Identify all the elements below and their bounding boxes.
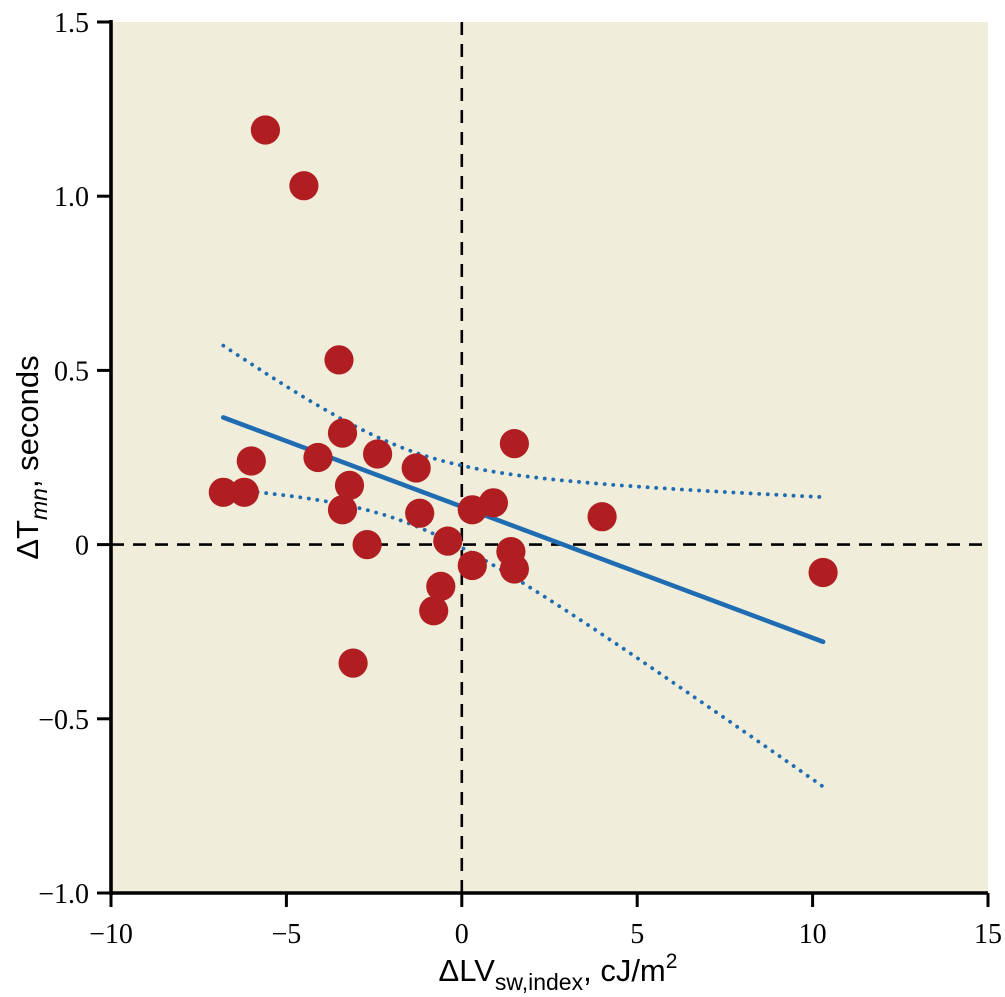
scatter-point: [401, 453, 431, 483]
scatter-point: [499, 429, 529, 459]
axis-title-segment: , cJ/m: [583, 953, 666, 988]
tick-labels: 1.5 1.0 0.5 0 −0.5 −1.0−10 −5 0 5 10 15: [38, 8, 1002, 950]
axes: [109, 20, 988, 895]
scatter-point: [457, 550, 487, 581]
x-tick-label: 15: [974, 919, 1002, 950]
x-tick-label: −10: [89, 919, 133, 950]
scatter-point: [334, 470, 365, 500]
axis-title-segment: sw,index: [495, 969, 584, 995]
x-axis-title: ΔLVsw,index, cJ/m2: [439, 950, 678, 995]
scatter-point: [419, 596, 449, 626]
upper-confidence-curve: [221, 343, 825, 499]
scatter-point: [405, 498, 435, 528]
scatter-points: [208, 115, 838, 678]
x-tick-label: 10: [799, 919, 827, 950]
scatter-point: [289, 171, 319, 201]
y-tick-label: 1.5: [54, 8, 89, 39]
scatter-point: [808, 557, 838, 588]
scatter-point: [338, 648, 368, 678]
y-tick-label: 0.5: [54, 356, 89, 387]
axis-title-segment: ΔLV: [439, 953, 496, 988]
y-tick-label: −1.0: [38, 879, 89, 910]
y-tick-label: −0.5: [38, 705, 89, 736]
scatter-point: [478, 488, 508, 518]
axis-title-segment: 2: [666, 950, 678, 973]
scatter-point: [236, 446, 266, 476]
scatter-point: [327, 418, 358, 448]
confidence-interval-lines: [221, 343, 825, 789]
scatter-point: [363, 439, 393, 469]
tick-marks: [97, 20, 990, 907]
scatter-point: [229, 477, 259, 507]
y-tick-label: 1.0: [54, 182, 89, 213]
x-tick-label: 5: [630, 919, 644, 950]
scatter-point: [352, 530, 382, 560]
scatter-point: [303, 442, 333, 473]
lower-confidence-curve: [221, 487, 825, 789]
y-tick-label: 0: [75, 531, 89, 562]
axis-title-segment: , seconds: [10, 355, 45, 488]
scatter-point: [327, 495, 358, 525]
scatter-point: [208, 477, 238, 507]
scatter-point: [250, 115, 280, 145]
scatter-point: [499, 554, 529, 584]
zero-reference-lines: [111, 22, 988, 893]
scatter-point: [324, 345, 354, 375]
y-axis-title: ΔTmn, seconds: [10, 355, 52, 559]
axis-title-segment: mn: [26, 488, 52, 520]
axis-title-segment: ΔT: [10, 520, 45, 560]
x-tick-label: 0: [455, 919, 469, 950]
x-tick-label: −5: [272, 919, 302, 950]
scatter-point: [587, 502, 617, 532]
scatter-point: [426, 571, 456, 602]
scatter-point: [433, 526, 463, 556]
